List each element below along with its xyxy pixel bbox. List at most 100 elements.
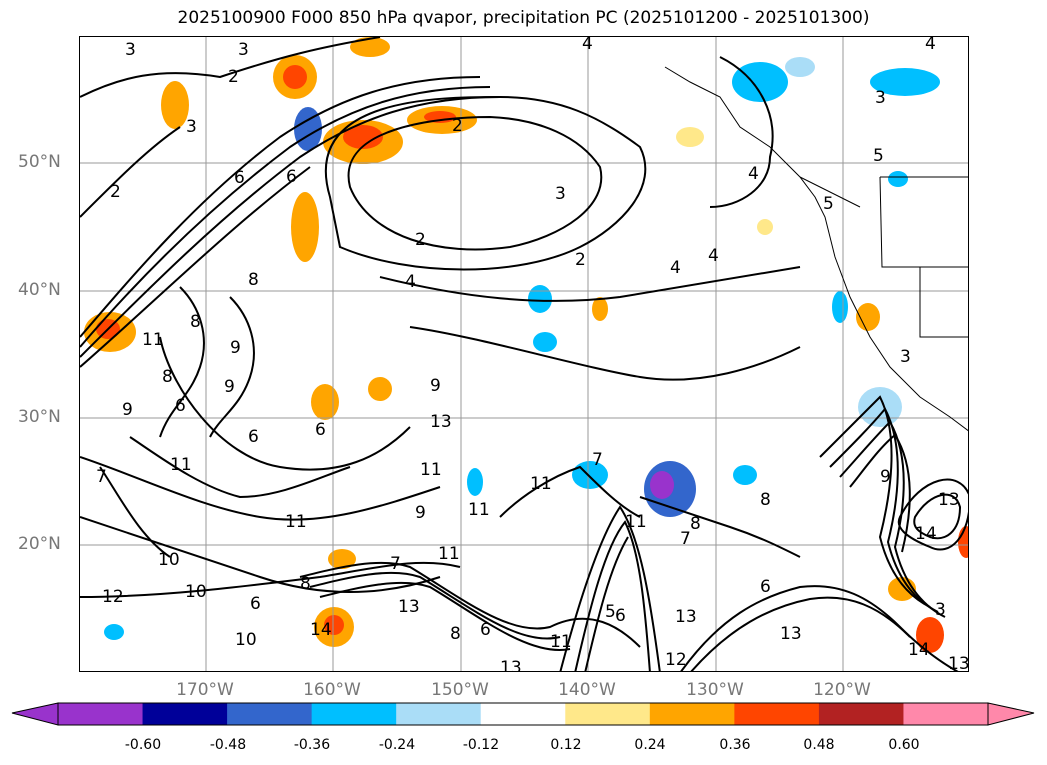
lon-label-120w: 120°W — [813, 680, 871, 700]
contour-label: 11 — [170, 455, 192, 475]
contour-label: 9 — [122, 400, 133, 420]
precip-negative-patch — [858, 387, 902, 427]
contour-label: 4 — [925, 37, 936, 54]
contour-label: 13 — [780, 624, 802, 644]
colorbar-segment — [649, 703, 735, 725]
contour-label: 7 — [592, 450, 603, 470]
precip-strong-negative — [650, 471, 674, 499]
precip-positive-patch — [592, 297, 608, 321]
contour-labels: 3 3 2 4 4 3 2 6 2 2 3 2 4 5 3 4 5 4 4 6 … — [96, 37, 969, 672]
lat-label-30n: 30°N — [18, 407, 61, 427]
colorbar-segment — [480, 703, 566, 725]
contour-label: 4 — [405, 272, 416, 292]
colorbar-tick-label: -0.36 — [293, 737, 331, 753]
contour-label: 8 — [300, 574, 311, 594]
contour-label: 13 — [938, 490, 960, 510]
graticule — [80, 37, 968, 671]
contour-label: 4 — [708, 246, 719, 266]
colorbar-tick-label: 0.24 — [634, 737, 666, 753]
colorbar-tick-label: 0.12 — [550, 737, 582, 753]
colorbar-segment — [396, 703, 482, 725]
contour-label: 11 — [285, 512, 307, 532]
contour-label: 13 — [948, 654, 969, 672]
contour-label: 13 — [398, 597, 420, 617]
precip-positive-patch — [856, 303, 880, 331]
contour-label: 5 — [605, 602, 616, 622]
contour-label: 11 — [550, 632, 572, 652]
precip-positive-patch — [916, 617, 944, 653]
precip-negative-patch — [832, 291, 848, 323]
contour-label: 7 — [96, 467, 107, 487]
contour-label: 8 — [190, 312, 201, 332]
contour-label: 6 — [248, 427, 259, 447]
precip-negative-patch — [528, 285, 552, 313]
precip-positive-patch — [368, 377, 392, 401]
contour-label: 6 — [175, 396, 186, 416]
contour-label: 9 — [430, 376, 441, 396]
contour-label: 12 — [665, 650, 687, 670]
precip-positive-core — [283, 65, 307, 89]
map-panel: 3 3 2 4 4 3 2 6 2 2 3 2 4 5 3 4 5 4 4 6 … — [79, 36, 969, 672]
precip-positive-patch — [291, 192, 319, 262]
colorbar-segment — [142, 703, 228, 725]
precip-negative-patch — [733, 465, 757, 485]
contour-label: 11 — [625, 512, 647, 532]
lon-label-140w: 140°W — [558, 680, 616, 700]
colorbar-segment — [227, 703, 313, 725]
contour-label: 6 — [286, 167, 297, 187]
contour-label: 3 — [875, 88, 886, 108]
contour-label: 8 — [690, 514, 701, 534]
precip-negative-patch — [732, 62, 788, 102]
precip-shading — [84, 37, 968, 653]
colorbar-extend-low — [11, 702, 59, 726]
map-svg: 3 3 2 4 4 3 2 6 2 2 3 2 4 5 3 4 5 4 4 6 … — [80, 37, 969, 672]
contour-label: 14 — [310, 620, 332, 640]
contour-label: 2 — [110, 182, 121, 202]
contour-label: 13 — [500, 658, 522, 672]
contour-label: 8 — [450, 624, 461, 644]
contour-label: 8 — [760, 490, 771, 510]
lon-label-160w: 160°W — [303, 680, 361, 700]
precip-negative-patch — [467, 468, 483, 496]
contour-label: 14 — [915, 524, 937, 544]
colorbar-segment — [58, 703, 144, 725]
colorbar-tick-label: 0.60 — [888, 737, 920, 753]
contour-label: 11 — [420, 460, 442, 480]
contour-label: 11 — [142, 330, 164, 350]
contour-label: 6 — [250, 594, 261, 614]
coastlines — [664, 66, 968, 432]
precip-negative-patch — [533, 332, 557, 352]
contour-label: 9 — [230, 338, 241, 358]
precip-negative-patch — [785, 57, 815, 77]
contour-label: 14 — [908, 640, 930, 660]
contour-label: 4 — [582, 37, 593, 54]
contour-label: 10 — [158, 550, 180, 570]
colorbar-tick-label: 0.48 — [803, 737, 835, 753]
precip-positive-core — [324, 615, 344, 635]
lat-label-50n: 50°N — [18, 152, 61, 172]
contour-label: 3 — [555, 184, 566, 204]
precip-positive-patch — [888, 577, 916, 601]
contour-label: 11 — [468, 500, 490, 520]
contour-label: 5 — [873, 146, 884, 166]
contour-label: 5 — [823, 194, 834, 214]
colorbar-segment — [311, 703, 397, 725]
contour-label: 8 — [162, 367, 173, 387]
colorbar-tick-label: 0.36 — [719, 737, 751, 753]
colorbar — [11, 702, 1035, 726]
contour-label: 7 — [390, 554, 401, 574]
colorbar-segment — [734, 703, 820, 725]
contour-label: 8 — [248, 270, 259, 290]
colorbar-tick-label: -0.12 — [462, 737, 500, 753]
contour-label: 6 — [615, 606, 626, 626]
contour-label: 3 — [186, 117, 197, 137]
colorbar-segment — [565, 703, 651, 725]
precip-positive-core — [343, 125, 383, 149]
contour-label: 13 — [430, 412, 452, 432]
contour-label: 4 — [670, 258, 681, 278]
contour-label: 9 — [224, 377, 235, 397]
precip-negative-patch — [104, 624, 124, 640]
contour-label: 3 — [935, 600, 946, 620]
lat-label-40n: 40°N — [18, 280, 61, 300]
contour-label: 11 — [438, 544, 460, 564]
